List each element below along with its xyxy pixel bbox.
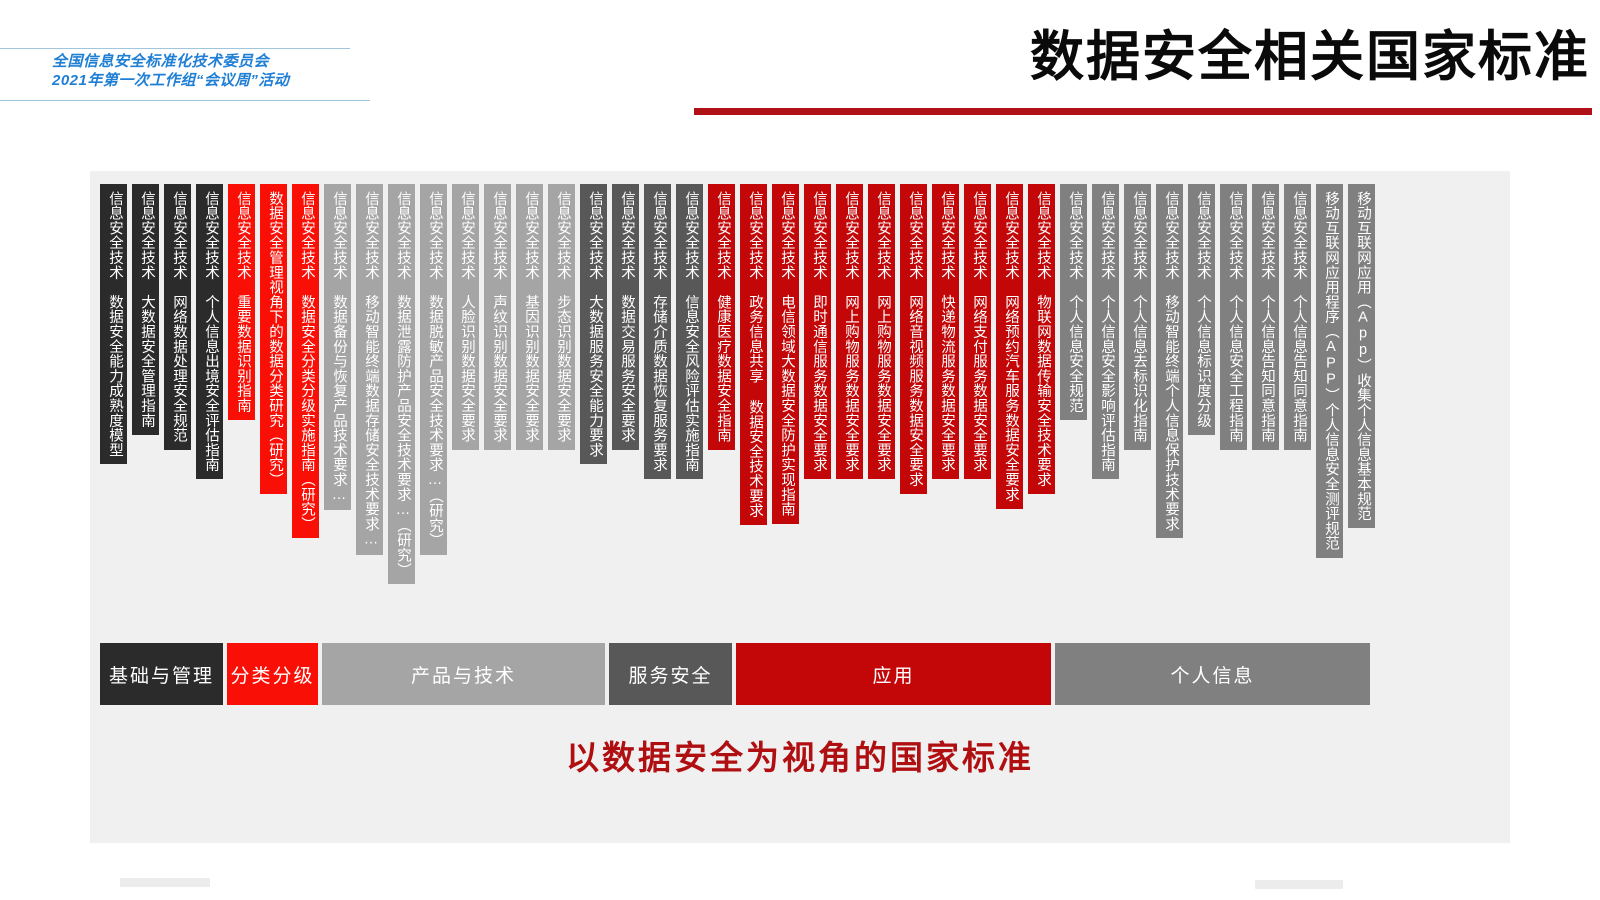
standard-bar[interactable]: 信息安全技术 网上购物服务数据安全要求 bbox=[868, 184, 895, 480]
category-label-text: 服务安全 bbox=[628, 665, 713, 687]
standard-bar[interactable]: 信息安全技术 数据交易服务安全要求 bbox=[612, 184, 639, 450]
standard-bar[interactable]: 信息安全技术 网络支付服务数据安全要求 bbox=[964, 184, 991, 480]
standards-panel: 信息安全技术 数据安全能力成熟度模型 信息安全技术 大数据安全管理指南 信息安全技术… bbox=[90, 171, 1510, 843]
standard-bar[interactable]: 信息安全技术 大数据服务安全能力要求 bbox=[580, 184, 607, 465]
standard-bar[interactable]: 信息安全技术 数据泄露防护产品安全技术要求…（研究） bbox=[388, 184, 415, 585]
standard-bar[interactable]: 信息安全技术 移动智能终端数据存储安全技术要求… bbox=[356, 184, 383, 555]
footer-ghost-strip bbox=[0, 843, 1600, 900]
standard-bar[interactable]: 信息安全技术 个人信息告知同意指南 bbox=[1284, 184, 1311, 450]
standard-bar[interactable]: 信息安全技术 个人信息去标识化指南 bbox=[1124, 184, 1151, 450]
category-label-5[interactable]: 个人信息 bbox=[1055, 643, 1370, 705]
category-label-text: 应用 bbox=[872, 665, 915, 687]
standard-bar[interactable]: 信息安全技术 信息安全风险评估实施指南 bbox=[676, 184, 703, 480]
standard-bar[interactable]: 信息安全技术 电信领域大数据安全防护实现指南 bbox=[772, 184, 799, 524]
standard-bar[interactable]: 信息安全技术 健康医疗数据安全指南 bbox=[708, 184, 735, 450]
standard-bar[interactable]: 信息安全技术 快递物流服务数据安全要求 bbox=[932, 184, 959, 480]
category-label-4[interactable]: 应用 bbox=[736, 643, 1051, 705]
standard-bar[interactable]: 信息安全技术 存储介质数据恢复服务要求 bbox=[644, 184, 671, 480]
standard-bar[interactable]: 信息安全技术 数据备份与恢复产品技术要求… bbox=[324, 184, 351, 511]
ghost-chip bbox=[1255, 880, 1343, 889]
standard-bar[interactable]: 信息安全技术 大数据安全管理指南 bbox=[132, 184, 159, 435]
standard-bar[interactable]: 信息安全技术 网上购物服务数据安全要求 bbox=[836, 184, 863, 480]
organization-block: 全国信息安全标准化技术委员会 2021年第一次工作组“会议周”活动 bbox=[52, 52, 289, 90]
standard-bar[interactable]: 信息安全技术 政务信息共享 数据安全技术要求 bbox=[740, 184, 767, 526]
header-rule-top bbox=[0, 48, 350, 49]
page-title: 数据安全相关国家标准 bbox=[1030, 27, 1590, 87]
category-label-text: 个人信息 bbox=[1170, 665, 1255, 687]
standard-bar[interactable]: 信息安全技术 网络预约汽车服务数据安全要求 bbox=[996, 184, 1023, 509]
standard-bar[interactable]: 信息安全技术 个人信息告知同意指南 bbox=[1252, 184, 1279, 450]
category-label-2[interactable]: 产品与技术 bbox=[322, 643, 605, 705]
standard-bar[interactable]: 信息安全技术 个人信息标识度分级 bbox=[1188, 184, 1215, 435]
standard-bar[interactable]: 信息安全技术 个人信息出境安全评估指南 bbox=[196, 184, 223, 480]
organization-line-1: 全国信息安全标准化技术委员会 bbox=[52, 53, 270, 70]
organization-line-2: 2021年第一次工作组“会议周”活动 bbox=[52, 72, 290, 89]
standard-bar[interactable]: 信息安全技术 基因识别数据安全要求 bbox=[516, 184, 543, 450]
standard-bar[interactable]: 信息安全技术 声纹识别数据安全要求 bbox=[484, 184, 511, 450]
category-label-text: 产品与技术 bbox=[410, 665, 516, 687]
standard-bar[interactable]: 信息安全技术 重要数据识别指南 bbox=[228, 184, 255, 420]
standard-bar[interactable]: 移动互联网应用（App）收集个人信息基本规范 bbox=[1348, 184, 1375, 529]
standard-bar[interactable]: 信息安全技术 即时通信服务数据安全要求 bbox=[804, 184, 831, 480]
category-label-3[interactable]: 服务安全 bbox=[609, 643, 732, 705]
standard-bar[interactable]: 数据安全管理视角下的数据分类研究（研究） bbox=[260, 184, 287, 494]
category-label-row: 基础与管理 分类分级 产品与技术 服务安全 应用 个人信息 bbox=[100, 643, 1374, 705]
title-underline-rule bbox=[694, 108, 1592, 115]
standard-bar[interactable]: 信息安全技术 步态识别数据安全要求 bbox=[548, 184, 575, 450]
standard-bar[interactable]: 信息安全技术 个人信息安全工程指南 bbox=[1220, 184, 1247, 450]
standard-bar[interactable]: 信息安全技术 个人信息安全影响评估指南 bbox=[1092, 184, 1119, 480]
standard-bar[interactable]: 信息安全技术 数据安全能力成熟度模型 bbox=[100, 184, 127, 465]
standards-bar-row: 信息安全技术 数据安全能力成熟度模型 信息安全技术 大数据安全管理指南 信息安全技术… bbox=[100, 184, 1500, 624]
category-label-text: 基础与管理 bbox=[108, 665, 214, 687]
slide-header: 全国信息安全标准化技术委员会 2021年第一次工作组“会议周”活动 数据安全相关… bbox=[0, 0, 1600, 140]
panel-caption: 以数据安全为视角的国家标准 bbox=[566, 739, 1034, 776]
standard-bar[interactable]: 信息安全技术 物联网数据传输安全技术要求 bbox=[1028, 184, 1055, 494]
category-label-1[interactable]: 分类分级 bbox=[227, 643, 318, 705]
category-label-0[interactable]: 基础与管理 bbox=[100, 643, 223, 705]
standard-bar[interactable]: 信息安全技术 个人信息安全规范 bbox=[1060, 184, 1087, 420]
category-label-text: 分类分级 bbox=[230, 665, 315, 687]
standard-bar[interactable]: 信息安全技术 网络音视频服务数据安全要求 bbox=[900, 184, 927, 494]
standard-bar[interactable]: 移动互联网应用程序（APP）个人信息安全测评规范 bbox=[1316, 184, 1343, 558]
standard-bar[interactable]: 信息安全技术 数据安全分类分级实施指南（研究） bbox=[292, 184, 319, 539]
standard-bar[interactable]: 信息安全技术 数据脱敏产品安全技术要求…（研究） bbox=[420, 184, 447, 555]
standard-bar[interactable]: 信息安全技术 移动智能终端个人信息保护技术要求 bbox=[1156, 184, 1183, 539]
header-rule-bottom bbox=[0, 100, 370, 101]
standard-bar[interactable]: 信息安全技术 网络数据处理安全规范 bbox=[164, 184, 191, 450]
ghost-chip bbox=[120, 878, 210, 887]
standard-bar[interactable]: 信息安全技术 人脸识别数据安全要求 bbox=[452, 184, 479, 450]
